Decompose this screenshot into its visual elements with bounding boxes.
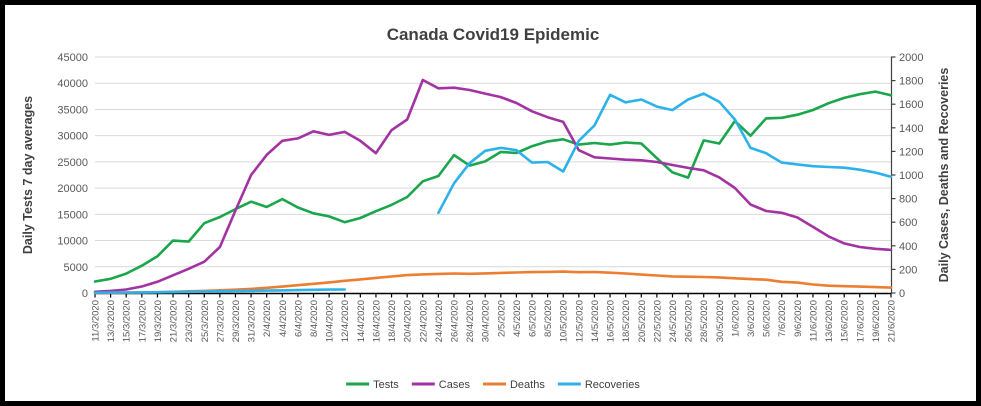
x-axis-tick-label: 19/3/2020 [153,300,164,342]
y-left-tick-label: 5000 [64,262,88,274]
x-axis-tick-label: 24/5/2020 [668,300,679,342]
x-axis-tick-label: 18/4/2020 [387,300,398,342]
legend-label: Deaths [510,379,545,391]
x-axis-tick-label: 26/4/2020 [449,300,460,342]
chart-title: Canada Covid19 Epidemic [387,25,600,44]
series-line-tests [93,90,893,283]
y-left-tick-label: 25000 [57,157,88,169]
x-axis-tick-label: 8/5/2020 [543,300,554,337]
x-axis-tick-label: 26/5/2020 [684,300,695,342]
series-line-deaths [93,270,893,295]
y-right-tick-label: 2000 [899,52,923,64]
x-axis-tick-label: 15/6/2020 [840,300,851,342]
x-axis-tick-label: 17/3/2020 [137,300,148,342]
x-axis-tick-label: 21/6/2020 [887,300,898,342]
x-axis-tick-label: 27/3/2020 [215,300,226,342]
x-axis-tick-label: 10/5/2020 [559,300,570,342]
series-line-recoveries [93,92,893,295]
x-axis-tick-label: 8/4/2020 [309,300,320,337]
y-left-tick-label: 30000 [57,131,88,143]
y-right-tick-label: 1400 [899,123,923,135]
y-right-tick-label: 800 [899,194,917,206]
x-axis-tick-label: 6/4/2020 [293,300,304,337]
x-axis-tick-label: 15/3/2020 [122,300,133,342]
legend-item-recoveries: Recoveries [557,379,641,391]
x-axis-tick-label: 7/6/2020 [777,300,788,337]
legend-item-tests: Tests [346,379,399,391]
x-axis-tick-label: 12/5/2020 [574,300,585,342]
x-axis-tick-label: 4/4/2020 [278,300,289,337]
series-lines [93,78,893,295]
legend-label: Recoveries [585,379,641,391]
y-left-tick-label: 15000 [57,209,88,221]
y-axis-right-labels: 0 200 400 600 800 1000 1200 1400 1600 1800 2000 [899,52,923,300]
x-axis-tick-label: 30/5/2020 [715,300,726,342]
legend: Tests Cases Deaths Recoveries [346,379,640,391]
x-axis-tick-label: 16/5/2020 [606,300,617,342]
right-axis-title: Daily Cases, Deaths and Recoveries [937,68,951,283]
x-axis-tick-label: 21/3/2020 [169,300,180,342]
x-axis-tick-label: 23/3/2020 [184,300,195,342]
axis-lines [94,56,896,298]
x-axis-tick-label: 22/5/2020 [652,300,663,342]
x-axis-tick-label: 17/6/2020 [855,300,866,342]
y-right-tick-label: 600 [899,217,917,229]
y-right-tick-label: 200 [899,264,917,276]
legend-item-deaths: Deaths [482,379,545,391]
x-axis-tick-label: 16/4/2020 [371,300,382,342]
x-axis-tick-label: 24/4/2020 [434,300,445,342]
y-right-tick-label: 400 [899,241,917,253]
x-axis-tick-label: 30/4/2020 [481,300,492,342]
x-axis-tick-label: 19/6/2020 [871,300,882,342]
x-axis-tick-label: 1/6/2020 [730,300,741,337]
x-axis-tick-label: 11/6/2020 [808,300,819,342]
x-axis-tick-label: 12/4/2020 [340,300,351,342]
x-axis-tick-label: 4/5/2020 [512,300,523,337]
x-axis-tick-label: 25/3/2020 [200,300,211,342]
x-axis-tick-label: 20/5/2020 [637,300,648,342]
legend-label: Tests [373,379,399,391]
x-axis-tick-label: 2/4/2020 [262,300,273,337]
x-axis-tick-label: 28/5/2020 [699,300,710,342]
x-axis-labels: 11/3/2020 13/3/2020 15/3/2020 17/3/2020 19/3… [91,300,898,342]
x-axis-tick-label: 13/6/2020 [824,300,835,342]
legend-label: Cases [439,379,471,391]
y-right-tick-label: 1600 [899,99,923,111]
left-axis-title: Daily Tests 7 day averages [21,96,35,254]
y-left-tick-label: 0 [82,288,88,300]
y-right-tick-label: 1200 [899,146,923,158]
x-axis-tick-label: 14/5/2020 [590,300,601,342]
x-axis-tick-label: 3/6/2020 [746,300,757,337]
y-right-tick-label: 1800 [899,76,923,88]
x-axis-tick-label: 31/3/2020 [247,300,258,342]
y-left-tick-label: 40000 [57,78,88,90]
x-axis-tick-label: 22/4/2020 [418,300,429,342]
x-axis-tick-label: 18/5/2020 [621,300,632,342]
x-axis-tick-label: 2/5/2020 [496,300,507,337]
y-left-tick-label: 10000 [57,236,88,248]
x-axis-tick-label: 9/6/2020 [793,300,804,337]
y-left-tick-label: 35000 [57,104,88,116]
x-axis-tick-label: 13/3/2020 [106,300,117,342]
x-axis-tick-label: 11/3/2020 [91,300,102,342]
x-axis-tick-label: 29/3/2020 [231,300,242,342]
chart-canvas: Canada Covid19 Epidemic Daily Tests 7 da… [21,25,951,391]
gridlines [95,56,891,268]
legend-item-cases: Cases [411,379,471,391]
y-left-tick-label: 45000 [57,52,88,64]
x-axis-tick-label: 28/4/2020 [465,300,476,342]
x-axis-tick-label: 6/5/2020 [528,300,539,337]
x-axis-tick-label: 14/4/2020 [356,300,367,342]
series-line-cases [93,78,893,294]
y-right-tick-label: 0 [899,288,905,300]
y-right-tick-label: 1000 [899,170,923,182]
x-axis-tick-label: 20/4/2020 [403,300,414,342]
y-left-tick-label: 20000 [57,183,88,195]
y-axis-left-labels: 0 5000 10000 15000 20000 25000 30000 35000 40000… [57,52,88,300]
x-axis-tick-label: 10/4/2020 [325,300,336,342]
x-axis-tick-label: 5/6/2020 [762,300,773,337]
